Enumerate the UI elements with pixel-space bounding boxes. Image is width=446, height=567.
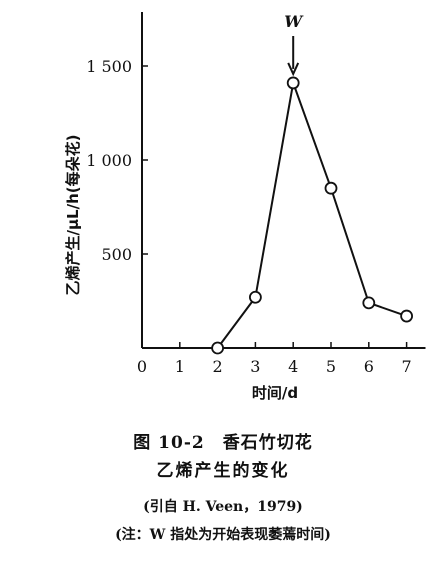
x-tick-label-1: 1 bbox=[175, 357, 185, 376]
x-tick-label-7: 7 bbox=[402, 357, 412, 376]
x-tick-label-6: 6 bbox=[364, 357, 374, 376]
x-axis-label: 时间/d bbox=[252, 384, 298, 402]
chart: 0 1 2 3 4 5 6 7 500 1 000 1 500 W 时间/d 乙烯产生/μL/h(每朵… bbox=[64, 12, 426, 402]
y-tick-label-1500: 1 500 bbox=[86, 57, 132, 76]
chart-series bbox=[211, 76, 414, 355]
annotation-w-label: W bbox=[284, 12, 304, 31]
x-tick-label-5: 5 bbox=[326, 357, 336, 376]
data-point-day-6 bbox=[362, 296, 376, 310]
series-line-0 bbox=[216, 79, 407, 349]
figure-caption-source: (引自 H. Veen，1979) bbox=[143, 499, 303, 515]
figure-caption-title: 图 10-2 香石竹切花 bbox=[133, 433, 313, 453]
figure-caption-note: (注：W 指处为开始表现萎蔫时间) bbox=[115, 527, 331, 543]
x-tick-label-2: 2 bbox=[213, 357, 223, 376]
figure-caption-subtitle: 乙烯产生的变化 bbox=[156, 461, 290, 481]
y-tick-label-500: 500 bbox=[101, 245, 132, 264]
data-point-day-7 bbox=[400, 309, 414, 323]
annotation-arrow-head bbox=[287, 62, 300, 77]
x-tick-label-3: 3 bbox=[250, 357, 260, 376]
data-point-day-5 bbox=[324, 181, 338, 195]
data-point-day-2 bbox=[211, 341, 225, 355]
data-point-day-4 bbox=[286, 76, 300, 90]
x-tick-label-4: 4 bbox=[288, 357, 298, 376]
data-point-day-3 bbox=[248, 290, 262, 304]
x-tick-label-0: 0 bbox=[137, 357, 147, 376]
y-tick-label-1000: 1 000 bbox=[86, 151, 132, 170]
y-axis-label: 乙烯产生/μL/h(每朵花) bbox=[64, 135, 82, 296]
chart-axes: 0 1 2 3 4 5 6 7 500 1 000 1 500 W bbox=[86, 12, 426, 376]
